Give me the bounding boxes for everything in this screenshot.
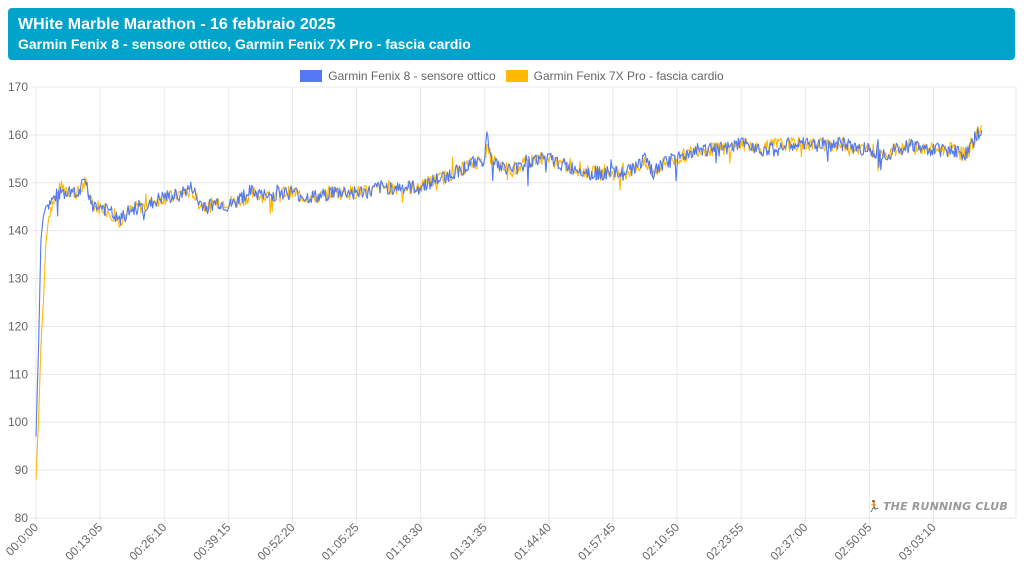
- x-tick-label: 02:37:00: [767, 520, 810, 563]
- x-tick-label: 01:18:30: [383, 520, 426, 563]
- series-line-2: [35, 125, 983, 480]
- legend-item-series-2[interactable]: Garmin Fenix 7X Pro - fascia cardio: [505, 69, 724, 83]
- x-axis: 00:0:00 00:13:05 00:26:10 00:39:15 00:52:20 0…: [3, 520, 939, 563]
- x-tick-label: 02:23:55: [703, 520, 746, 563]
- watermark-text: THE RUNNING CLUB: [882, 500, 1008, 513]
- x-tick-label: 00:13:05: [62, 520, 105, 563]
- chart-grid: [30, 86, 1017, 524]
- y-tick-label: 90: [15, 463, 29, 477]
- watermark: 🏃 THE RUNNING CLUB: [867, 500, 1008, 513]
- legend-label-series-1: Garmin Fenix 8 - sensore ottico: [328, 69, 496, 83]
- y-tick-label: 110: [9, 367, 28, 381]
- y-tick-label: 120: [8, 319, 28, 333]
- x-tick-label: 01:31:35: [447, 520, 490, 563]
- x-tick-label: 02:50:05: [832, 520, 875, 563]
- legend-swatch-series-2: [505, 70, 528, 82]
- legend-item-series-1[interactable]: Garmin Fenix 8 - sensore ottico: [300, 69, 496, 83]
- x-tick-label: 00:39:15: [191, 520, 234, 563]
- x-tick-label: 01:57:45: [575, 520, 618, 563]
- x-tick-label: 01:44:40: [511, 520, 554, 563]
- y-tick-label: 80: [15, 511, 29, 525]
- runner-icon: 🏃: [867, 500, 881, 513]
- y-tick-label: 170: [8, 80, 28, 94]
- x-tick-label: 01:05:25: [319, 520, 362, 563]
- y-tick-label: 150: [8, 176, 28, 190]
- x-tick-label: 02:10:50: [639, 520, 682, 563]
- legend-swatch-series-1: [300, 70, 323, 82]
- chart-header: WHite Marble Marathon - 16 febbraio 2025…: [8, 8, 1015, 60]
- legend-label-series-2: Garmin Fenix 7X Pro - fascia cardio: [533, 69, 724, 83]
- chart-lines: [35, 125, 983, 480]
- y-axis: 80 90 100 110 120 130 140 150 160 170: [8, 80, 28, 525]
- x-tick-label: 00:52:20: [255, 520, 298, 563]
- chart-subtitle: Garmin Fenix 8 - sensore ottico, Garmin …: [18, 36, 471, 52]
- chart-legend: Garmin Fenix 8 - sensore ottico Garmin F…: [0, 69, 1024, 83]
- x-tick-label: 00:0:00: [3, 520, 41, 558]
- series-line-1: [35, 126, 983, 437]
- y-tick-label: 160: [8, 128, 28, 142]
- chart-title: WHite Marble Marathon - 16 febbraio 2025: [18, 16, 336, 33]
- x-tick-label: 00:26:10: [126, 520, 169, 563]
- x-tick-label: 03:03:10: [896, 520, 939, 563]
- y-tick-label: 100: [8, 415, 28, 429]
- y-tick-label: 130: [8, 272, 28, 286]
- y-tick-label: 140: [8, 224, 28, 238]
